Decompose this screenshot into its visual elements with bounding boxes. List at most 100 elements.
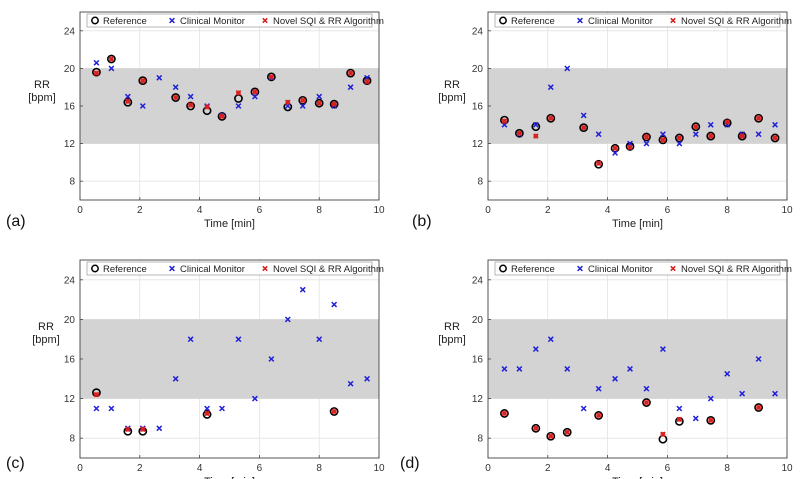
- clinical-monitor-point: [251, 395, 258, 402]
- clinical-monitor-point: [156, 425, 163, 432]
- y-tick-label: 12: [472, 394, 484, 405]
- legend-clinical-icon: [577, 265, 583, 272]
- novel-algorithm-fill: [125, 426, 131, 432]
- novel-algorithm-fill: [285, 99, 291, 105]
- y-tick-label: 8: [477, 434, 483, 445]
- legend-box: [494, 13, 781, 28]
- clinical-monitor-point: [564, 65, 571, 72]
- novel-algorithm-fill: [173, 95, 179, 100]
- novel-algorithm-fill: [236, 90, 241, 96]
- reference-point: [346, 68, 355, 78]
- novel-algorithm-fill: [756, 405, 761, 410]
- legend-entry-label: Reference: [511, 16, 555, 27]
- clinical-monitor-point: [707, 395, 714, 402]
- legend-entry-label: Reference: [103, 264, 147, 275]
- novel-algorithm-fill: [756, 115, 761, 121]
- clinical-monitor-point: [284, 316, 291, 323]
- x-tick-label: 6: [665, 205, 671, 216]
- clinical-monitor-point: [331, 301, 338, 308]
- reference-point: [329, 99, 339, 109]
- x-tick-label: 8: [724, 205, 730, 216]
- x-axis-label: Time [min]: [204, 476, 255, 479]
- reference-point: [329, 407, 339, 416]
- normal-range-band: [488, 68, 787, 144]
- x-tick-label: 10: [373, 463, 385, 474]
- legend-clinical-icon: [169, 265, 175, 272]
- x-tick-label: 6: [665, 463, 671, 474]
- clinical-monitor-point: [707, 121, 714, 128]
- reference-point: [531, 423, 541, 433]
- novel-algorithm-fill: [612, 145, 618, 151]
- legend-novel-icon: [262, 17, 268, 24]
- clinical-monitor-point: [612, 375, 619, 382]
- novel-algorithm-fill: [660, 431, 666, 437]
- novel-algorithm-fill: [188, 102, 194, 108]
- legend-box: [86, 261, 373, 276]
- novel-algorithm-fill: [140, 426, 146, 432]
- reference-point: [531, 122, 541, 132]
- novel-algorithm-fill: [502, 118, 507, 124]
- clinical-monitor-point: [724, 370, 731, 377]
- reference-point: [123, 97, 133, 107]
- data-points: [500, 65, 780, 169]
- legend-entry-label: Clinical Monitor: [588, 264, 653, 275]
- novel-algorithm-fill: [125, 98, 131, 104]
- x-axis-label: Time [min]: [204, 218, 255, 230]
- data-points: [92, 286, 370, 436]
- y-tick-label: 8: [69, 434, 75, 445]
- clinical-monitor-point: [364, 375, 370, 382]
- novel-algorithm-fill: [533, 133, 539, 139]
- reference-point: [642, 132, 651, 142]
- clinical-monitor-point: [172, 375, 179, 382]
- y-tick-label: 20: [64, 315, 76, 326]
- normal-range-band: [80, 319, 379, 399]
- y-tick-label: 20: [64, 64, 76, 75]
- legend-clinical-icon: [577, 17, 583, 24]
- x-tick-label: 4: [605, 205, 611, 216]
- reference-point: [706, 415, 716, 425]
- clinical-monitor-point: [532, 346, 539, 353]
- novel-algorithm-fill: [140, 78, 146, 84]
- reference-point: [674, 133, 684, 143]
- y-tick-label: 24: [64, 275, 76, 286]
- clinical-monitor-point: [219, 405, 225, 412]
- x-tick-label: 8: [724, 463, 730, 474]
- clinical-monitor-point: [172, 84, 179, 91]
- novel-algorithm-fill: [660, 137, 666, 143]
- legend: Reference Clinical Monitor Novel SQI & RR …: [494, 13, 792, 28]
- clinical-monitor-point: [772, 121, 778, 128]
- reference-point: [594, 159, 604, 169]
- clinical-monitor-point: [235, 336, 242, 343]
- legend-entry-label: Reference: [103, 16, 147, 27]
- x-tick-label: 2: [545, 463, 551, 474]
- legend-entry-label: Clinical Monitor: [180, 264, 245, 275]
- y-tick-label: 8: [477, 177, 483, 188]
- novel-algorithm-fill: [676, 416, 682, 422]
- novel-algorithm-fill: [724, 119, 730, 125]
- clinical-monitor-point: [501, 365, 508, 372]
- legend-entry-label: Reference: [511, 264, 555, 275]
- legend-entry-label: Novel SQI & RR Algorithm: [273, 16, 384, 27]
- novel-algorithm-fill: [708, 133, 714, 139]
- x-tick-label: 6: [257, 205, 263, 216]
- reference-point: [610, 143, 620, 153]
- x-tick-label: 10: [781, 463, 793, 474]
- clinical-monitor-point: [156, 74, 163, 81]
- reference-point: [217, 111, 227, 121]
- novel-algorithm-fill: [204, 411, 210, 416]
- novel-algorithm-fill: [708, 417, 714, 423]
- clinical-monitor-point: [187, 93, 194, 100]
- y-tick-label: 16: [472, 102, 484, 113]
- reference-point: [500, 115, 509, 125]
- legend-reference-icon: [91, 264, 99, 273]
- reference-point: [106, 54, 116, 64]
- legend-entry-label: Clinical Monitor: [588, 16, 653, 27]
- clinical-monitor-point: [659, 131, 666, 138]
- clinical-monitor-point: [316, 93, 323, 100]
- panel-label: (b): [412, 213, 432, 230]
- reference-point: [706, 131, 716, 141]
